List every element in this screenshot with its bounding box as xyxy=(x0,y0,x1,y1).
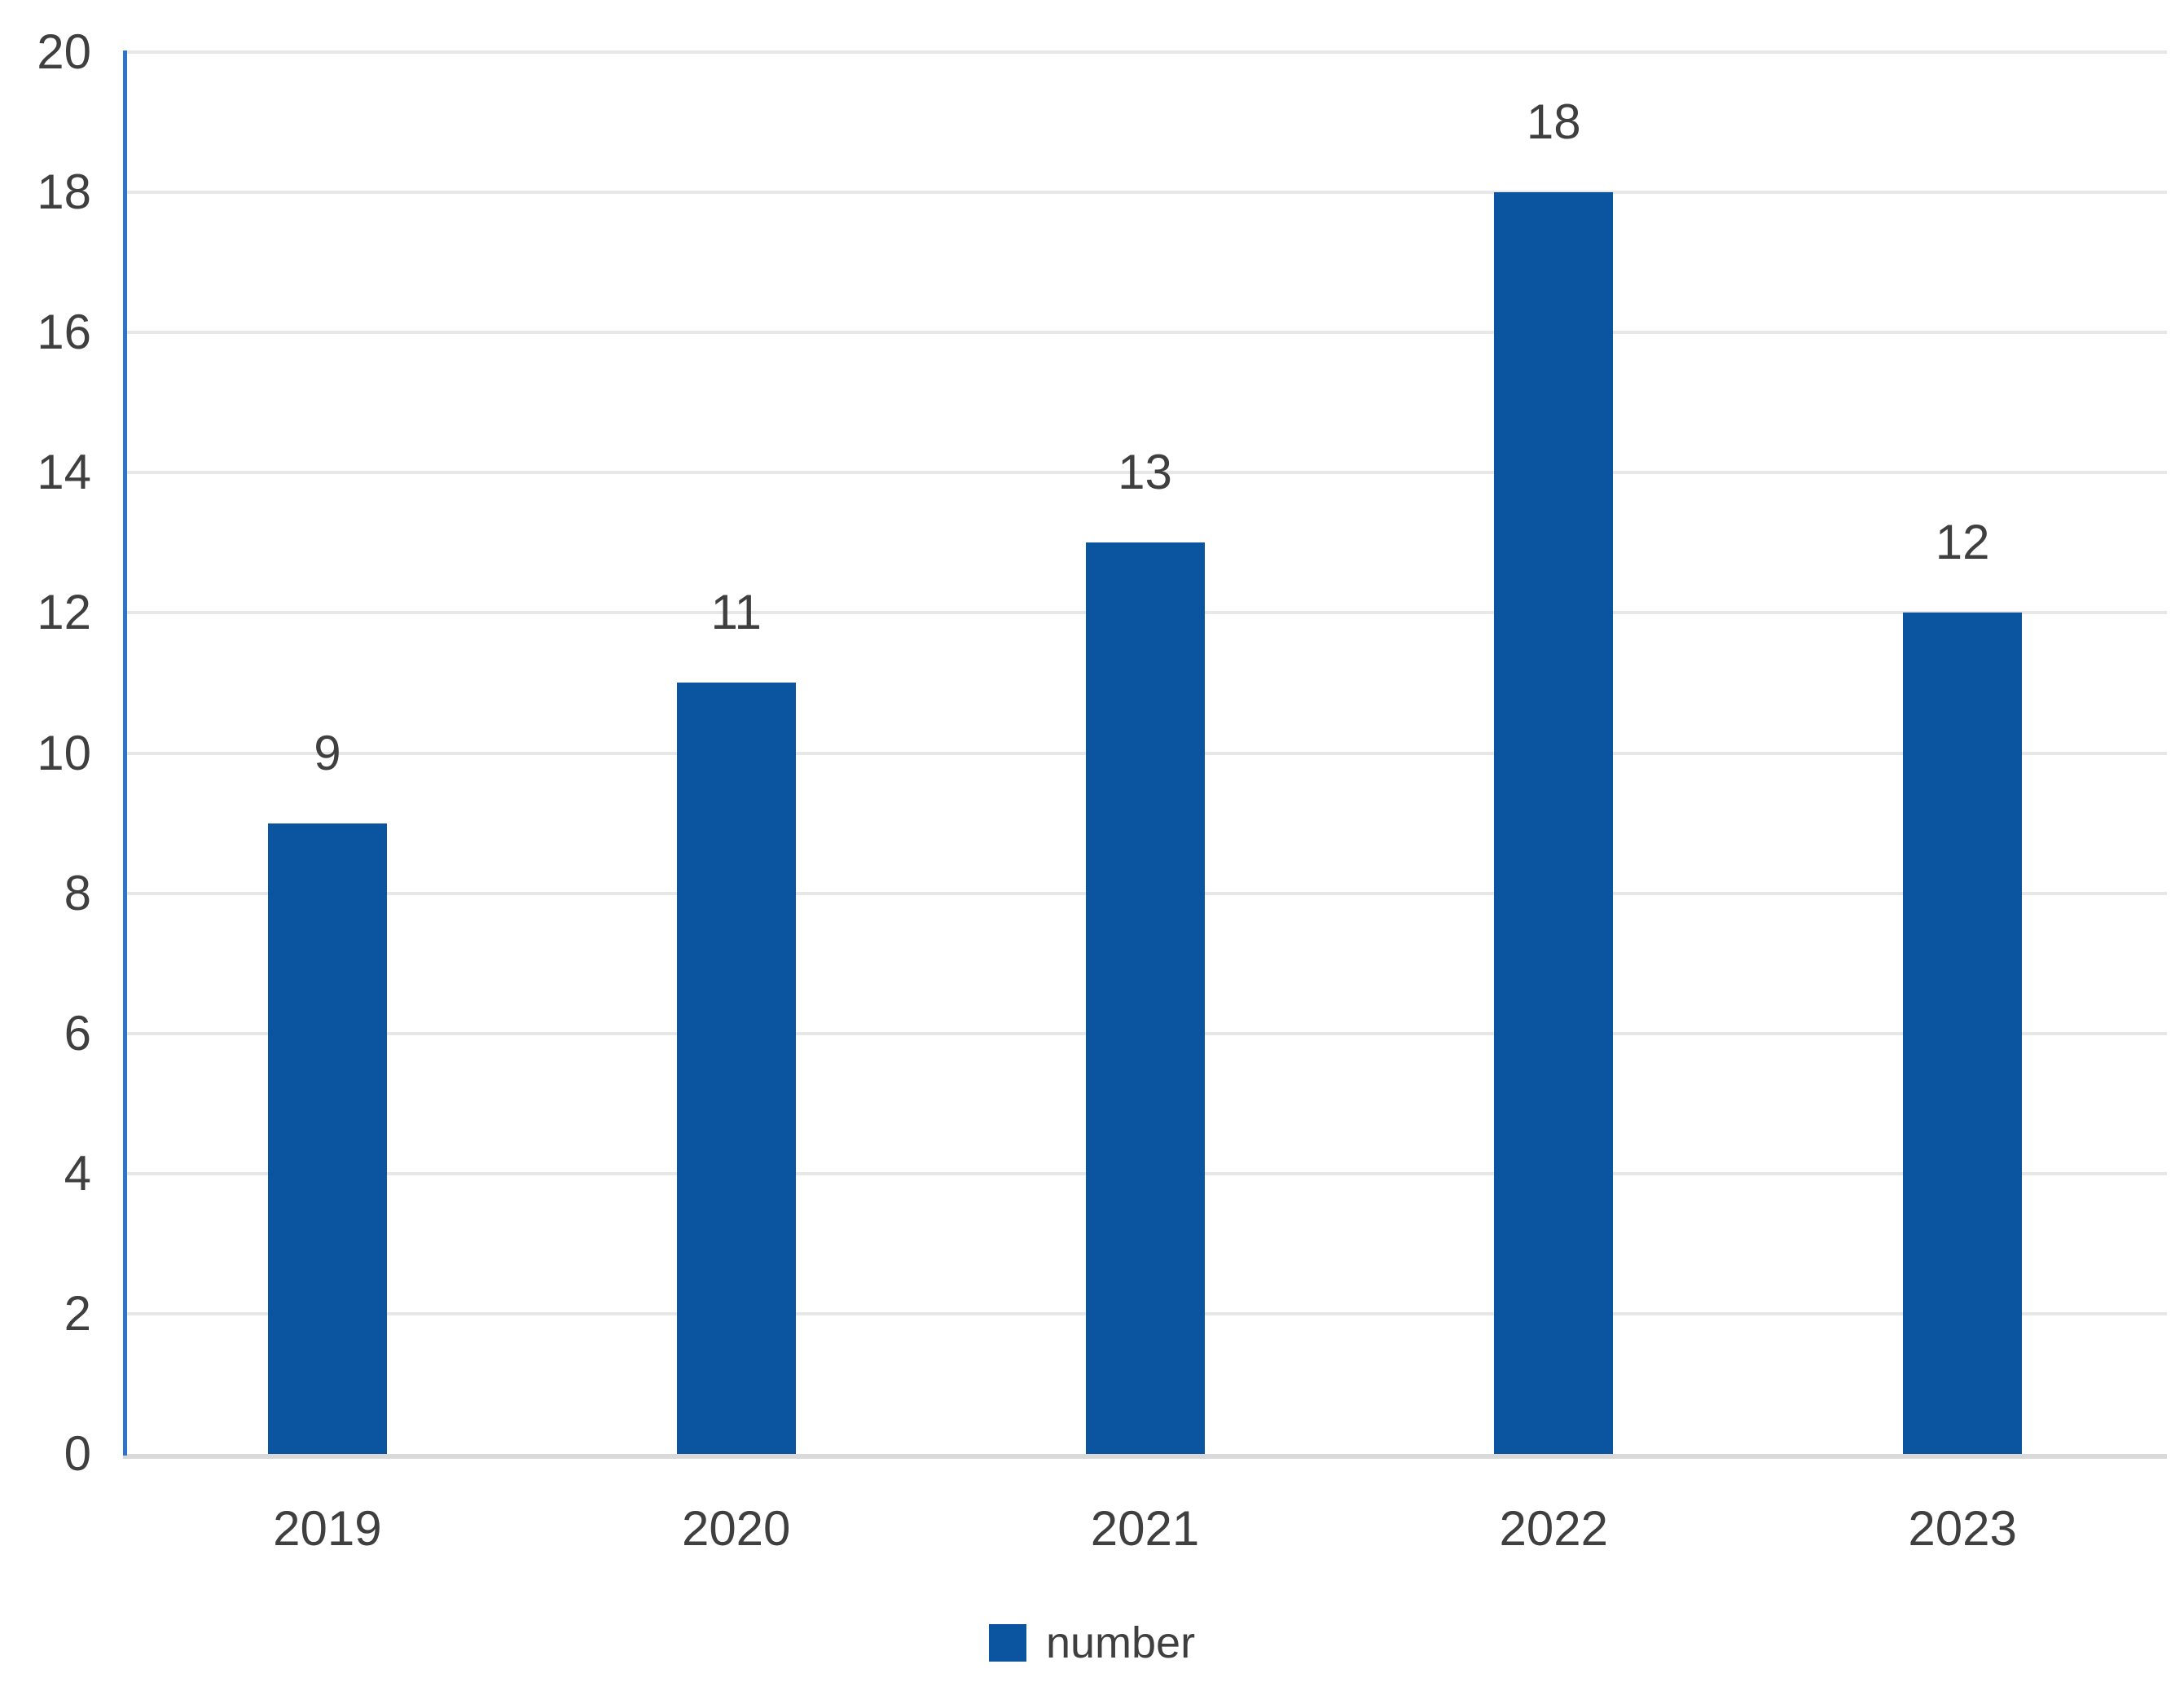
x-tick-label-2019: 2019 xyxy=(273,1501,382,1556)
legend: number xyxy=(0,1619,2184,1666)
gridline-14 xyxy=(123,471,2167,475)
x-tick-label-2022: 2022 xyxy=(1499,1501,1609,1556)
value-label-2023: 12 xyxy=(1935,515,1990,570)
y-tick-label-20: 20 xyxy=(37,24,91,79)
value-label-2022: 18 xyxy=(1526,94,1581,150)
bar-2021 xyxy=(1085,542,1205,1454)
gridline-20 xyxy=(123,50,2167,54)
bar-2019 xyxy=(267,823,387,1454)
y-tick-label-8: 8 xyxy=(64,865,91,920)
y-tick-label-10: 10 xyxy=(37,725,91,780)
value-label-2020: 11 xyxy=(710,585,762,640)
y-tick-label-14: 14 xyxy=(37,445,91,500)
y-tick-label-0: 0 xyxy=(64,1426,91,1481)
y-axis-labels: 0 2 4 6 8 10 12 14 16 18 20 xyxy=(0,28,91,1478)
x-tick-label-2023: 2023 xyxy=(1908,1501,2017,1556)
y-tick-label-2: 2 xyxy=(64,1285,91,1341)
plot-area: 9 11 13 18 12 xyxy=(123,50,2167,1454)
bar-2023 xyxy=(1903,613,2023,1454)
y-tick-label-12: 12 xyxy=(37,585,91,640)
y-tick-label-16: 16 xyxy=(37,305,91,360)
legend-label: number xyxy=(1045,1618,1196,1667)
gridline-16 xyxy=(123,331,2167,335)
x-tick-label-2020: 2020 xyxy=(681,1501,791,1556)
value-label-2021: 13 xyxy=(1118,445,1172,500)
value-label-2019: 9 xyxy=(314,725,341,780)
x-tick-label-2021: 2021 xyxy=(1090,1501,1200,1556)
gridline-18 xyxy=(123,191,2167,195)
y-tick-label-4: 4 xyxy=(64,1145,91,1201)
bar-2020 xyxy=(676,683,796,1454)
y-tick-label-6: 6 xyxy=(64,1005,91,1060)
x-axis-baseline xyxy=(123,1454,2167,1459)
y-axis-line xyxy=(123,50,127,1456)
x-axis-labels: 2019 2020 2021 2022 2023 xyxy=(123,1465,2167,1571)
y-tick-label-18: 18 xyxy=(37,165,91,220)
legend-swatch xyxy=(988,1624,1026,1662)
bar-2022 xyxy=(1494,192,1614,1454)
